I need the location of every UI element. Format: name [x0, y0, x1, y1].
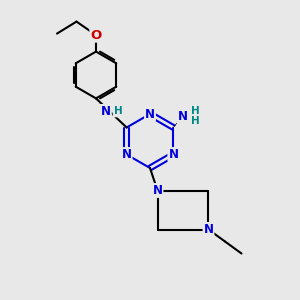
Text: H: H: [190, 106, 200, 116]
Text: N: N: [145, 107, 155, 121]
Text: O: O: [90, 28, 102, 42]
Text: H: H: [113, 106, 122, 116]
Text: N: N: [168, 148, 178, 161]
Text: N: N: [203, 223, 214, 236]
Text: N: N: [122, 148, 132, 161]
Text: N: N: [152, 184, 163, 197]
Text: N: N: [101, 105, 111, 118]
Text: N: N: [177, 110, 188, 123]
Text: H: H: [190, 116, 200, 127]
